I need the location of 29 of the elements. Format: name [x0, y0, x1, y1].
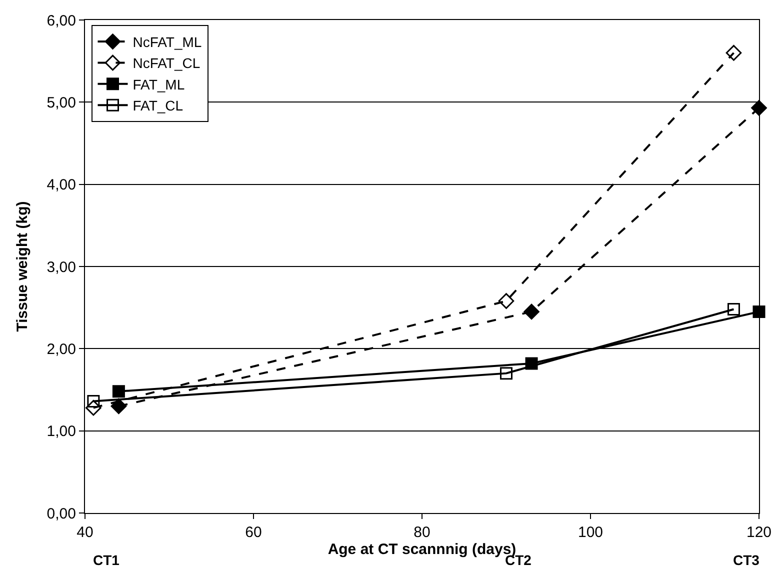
point: [86, 400, 102, 416]
text: CT3: [733, 552, 760, 568]
point: [726, 44, 742, 61]
x-tick-label: 100: [578, 524, 604, 541]
x-tick-label: 40: [76, 524, 94, 541]
point: [524, 304, 540, 320]
y-tick-label: 4,00: [46, 176, 76, 194]
legend-label: NcFAT_ML: [132, 34, 202, 50]
point: [752, 305, 766, 318]
point: [751, 100, 767, 116]
x-tick-label: 80: [414, 524, 430, 541]
x-tick-label: 120: [746, 524, 772, 541]
point: [498, 293, 514, 309]
y-tick-label: 0,00: [46, 505, 76, 522]
y-tick-label: 3,00: [46, 258, 76, 276]
legend-label: FAT_ML: [132, 76, 185, 92]
legend-label: FAT_CL: [132, 98, 184, 114]
y-tick-label: 1,00: [46, 423, 76, 440]
x-tick-label: 60: [245, 524, 262, 541]
text: CT1: [93, 552, 120, 568]
legend-label: NcFAT_CL: [132, 55, 200, 72]
point: [500, 367, 512, 380]
y-tick-label: 6,00: [46, 12, 76, 30]
point: [112, 385, 125, 398]
point: [727, 302, 740, 316]
y-tick-label: 2,00: [46, 340, 76, 358]
point: [110, 398, 127, 414]
y-tick-label: 5,00: [46, 94, 76, 112]
y-axis-title: Tissue weight (kg): [14, 201, 32, 332]
